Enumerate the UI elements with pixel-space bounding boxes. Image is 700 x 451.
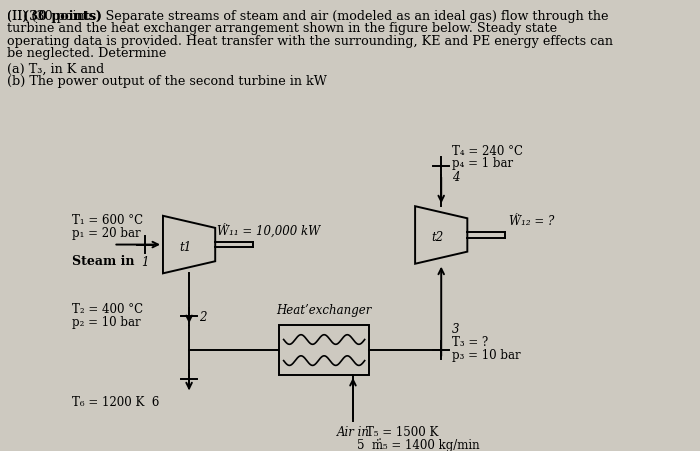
Text: p₂ = 10 bar: p₂ = 10 bar [72,316,141,329]
Polygon shape [163,216,215,273]
Text: 4: 4 [452,171,459,184]
Text: (II) (30 points) Separate streams of steam and air (modeled as an ideal gas) flo: (II) (30 points) Separate streams of ste… [7,9,609,23]
Text: 3: 3 [452,323,459,336]
Text: t2: t2 [431,231,444,244]
Polygon shape [415,206,468,264]
Text: T₄ = 240 °C: T₄ = 240 °C [452,145,523,158]
Text: (b) The power output of the second turbine in kW: (b) The power output of the second turbi… [7,75,327,88]
Text: Ẃ̇₁₁ = 10,000 kW: Ẃ̇₁₁ = 10,000 kW [217,224,321,238]
Text: p₃ = 10 bar: p₃ = 10 bar [452,350,521,362]
Text: Heat’exchanger: Heat’exchanger [276,304,372,318]
Text: T₅ = 1500 K: T₅ = 1500 K [367,426,439,439]
Text: Air in: Air in [337,426,370,439]
Text: (II): (II) [7,9,31,23]
Text: operating data is provided. Heat transfer with the surrounding, KE and PE energy: operating data is provided. Heat transfe… [7,35,613,47]
Text: 5  ṁ̇₅ = 1400 kg/min: 5 ṁ̇₅ = 1400 kg/min [358,438,480,451]
Text: p₁ = 20 bar: p₁ = 20 bar [72,226,141,239]
Text: Ẃ̇₁₂ = ?: Ẃ̇₁₂ = ? [509,215,554,228]
Text: p₄ = 1 bar: p₄ = 1 bar [452,157,513,170]
Text: (30 points): (30 points) [23,9,102,23]
Text: t1: t1 [179,241,192,254]
Text: (a) T₃, in K and: (a) T₃, in K and [7,62,104,75]
Text: Steam in: Steam in [72,255,134,268]
Text: T₁ = 600 °C: T₁ = 600 °C [72,214,144,227]
Text: 1: 1 [141,256,148,269]
Bar [279,325,369,375]
Text: 2: 2 [199,311,206,324]
Text: turbine and the heat exchanger arrangement shown in the figure below. Steady sta: turbine and the heat exchanger arrangeme… [7,22,557,35]
Text: T₃ = ?: T₃ = ? [452,336,489,349]
Text: T₂ = 400 °C: T₂ = 400 °C [72,303,144,316]
Text: T₆ = 1200 K  6: T₆ = 1200 K 6 [72,396,160,410]
Text: be neglected. Determine: be neglected. Determine [7,47,167,60]
